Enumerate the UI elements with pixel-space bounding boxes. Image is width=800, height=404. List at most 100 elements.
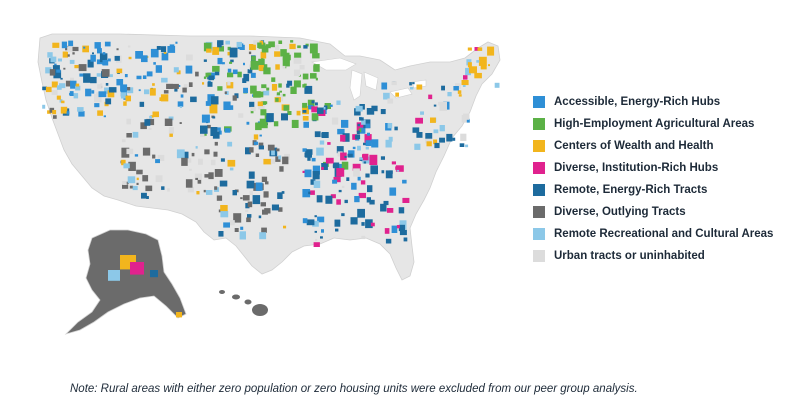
tract-patch <box>234 228 239 232</box>
tract-patch <box>259 134 262 137</box>
tract-patch <box>261 84 267 89</box>
tract-patch <box>276 148 280 152</box>
tract-patch <box>458 94 462 97</box>
tract-patch <box>123 101 127 106</box>
tract-patch <box>252 195 261 205</box>
tract-patch <box>149 88 156 96</box>
tract-patch <box>70 77 74 82</box>
tract-patch <box>227 159 236 167</box>
tract-patch <box>316 195 323 203</box>
tract-patch <box>82 45 89 53</box>
tract-patch <box>83 46 86 49</box>
hawaii-islands <box>219 290 268 316</box>
tract-patch <box>403 237 408 242</box>
tract-patch <box>416 84 423 90</box>
tract-patch <box>155 159 160 164</box>
tract-patch <box>212 65 220 72</box>
tract-patch <box>87 59 94 68</box>
tract-patch <box>90 54 96 62</box>
tract-patch <box>198 158 203 165</box>
tract-patch <box>357 123 360 127</box>
tract-patch <box>361 119 366 125</box>
tract-patch <box>314 215 317 218</box>
tract-patch <box>387 123 393 129</box>
tract-patch <box>361 235 366 240</box>
legend-label: Remote, Energy-Rich Tracts <box>554 184 708 196</box>
tract-patch <box>174 87 178 92</box>
tract-patch <box>127 45 131 48</box>
tract-patch <box>189 168 192 171</box>
tract-patch <box>391 81 397 86</box>
tract-patch <box>78 111 85 117</box>
tract-patch <box>265 181 269 185</box>
tract-patch <box>315 238 318 242</box>
tract-patch <box>188 82 193 87</box>
tract-patch <box>261 176 268 182</box>
tract-patch <box>341 161 349 170</box>
tract-patch <box>294 52 302 58</box>
tract-patch <box>466 118 470 123</box>
tract-patch <box>146 196 149 199</box>
tract-patch <box>181 157 188 166</box>
tract-patch <box>202 82 205 85</box>
tract-patch <box>195 177 198 180</box>
tract-patch <box>75 83 80 87</box>
tract-patch <box>114 55 120 61</box>
tract-patch <box>302 148 307 152</box>
tract-patch <box>278 207 283 212</box>
tract-patch <box>344 199 348 204</box>
tract-patch <box>59 83 66 89</box>
tract-patch <box>308 104 314 110</box>
tract-patch <box>54 63 57 66</box>
tract-patch <box>72 52 75 55</box>
tract-patch <box>182 87 187 93</box>
tract-patch <box>365 219 373 229</box>
tract-patch <box>45 86 52 93</box>
tract-patch <box>340 152 347 161</box>
map-legend: Accessible, Energy-Rich Hubs High-Employm… <box>533 95 788 271</box>
tract-patch <box>412 82 415 85</box>
tract-patch <box>363 161 367 164</box>
tract-patch <box>434 142 440 149</box>
tract-patch <box>361 222 365 226</box>
tract-patch <box>352 134 358 140</box>
tract-patch <box>168 116 174 121</box>
tract-patch <box>61 100 65 104</box>
tract-patch <box>380 203 387 212</box>
tract-patch <box>122 184 129 189</box>
tract-patch <box>391 225 398 233</box>
tract-patch <box>52 42 60 48</box>
tract-patch <box>144 119 151 126</box>
tract-patch <box>281 191 285 194</box>
tract-patch <box>385 139 392 148</box>
tract-patch <box>363 142 367 146</box>
tract-patch <box>266 87 270 91</box>
tract-patch <box>430 117 436 123</box>
tract-patch <box>385 170 393 179</box>
tract-patch <box>282 54 291 61</box>
tract-patch <box>205 72 212 78</box>
tract-patch <box>270 159 276 164</box>
tract-patch <box>311 100 315 104</box>
tract-patch <box>204 133 207 136</box>
tract-patch <box>398 207 405 214</box>
tract-patch <box>246 217 251 223</box>
tract-patch <box>237 71 242 78</box>
tract-patch <box>164 118 173 126</box>
tract-patch <box>136 182 139 185</box>
tract-patch <box>246 121 250 125</box>
tract-patch <box>278 40 283 44</box>
tract-patch <box>302 189 311 198</box>
tract-patch <box>446 133 453 142</box>
tract-patch <box>465 67 471 76</box>
tract-patch <box>69 91 74 96</box>
tract-patch <box>107 90 115 98</box>
tract-patch <box>209 104 218 114</box>
tract-patch <box>365 123 370 129</box>
tract-patch <box>287 111 292 115</box>
tract-patch <box>229 47 238 58</box>
tract-patch <box>161 77 168 83</box>
tract-patch <box>439 125 445 132</box>
tract-patch <box>194 173 203 180</box>
